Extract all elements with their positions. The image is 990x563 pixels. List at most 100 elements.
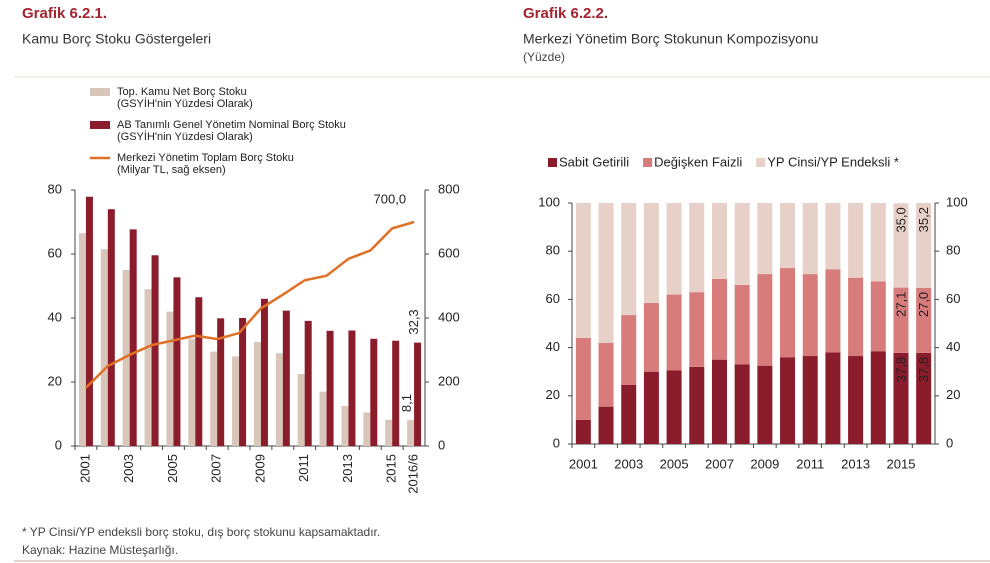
bar-segment xyxy=(734,203,750,285)
chart-label: Grafik 6.2.1. xyxy=(22,5,107,22)
y-tick-label: 0 xyxy=(55,437,62,452)
chart-subtitle: (Yüzde) xyxy=(523,50,565,64)
bar xyxy=(144,289,152,446)
legend-swatch xyxy=(756,158,766,167)
bar-segment xyxy=(598,342,614,407)
bar xyxy=(232,356,240,446)
y-tick-label: 60 xyxy=(48,245,62,260)
bar xyxy=(151,255,159,446)
y2-tick-label: 800 xyxy=(438,181,460,196)
y-tick-label: 40 xyxy=(48,309,62,324)
x-tick-label: 2015 xyxy=(384,454,399,483)
line xyxy=(85,220,415,389)
footnote: Kaynak: Hazine Müsteşarlığı. xyxy=(22,543,178,557)
bar-segment xyxy=(870,203,886,282)
y2-tick-label: 0 xyxy=(438,437,445,452)
bar-segment xyxy=(802,274,818,357)
data-label: 27,1 xyxy=(893,292,908,317)
y-tick-label: 20 xyxy=(546,387,560,402)
bar xyxy=(363,412,371,446)
bar-segment xyxy=(598,203,614,343)
data-label: 37,8 xyxy=(916,357,931,382)
y2-tick-label: 100 xyxy=(946,194,968,209)
bar xyxy=(166,311,174,446)
bar-segment xyxy=(643,203,659,304)
bar xyxy=(107,209,115,446)
bar-segment xyxy=(825,352,841,444)
bar-segment xyxy=(825,269,841,353)
legend-label: Merkezi Yönetim Toplam Borç Stoku (Milyar… xyxy=(117,152,294,176)
bar-segment xyxy=(734,364,750,444)
bar-segment xyxy=(666,294,682,371)
data-label: 8,1 xyxy=(399,394,414,412)
bar-segment xyxy=(757,203,773,275)
y2-tick-label: 60 xyxy=(946,291,960,306)
bar-segment xyxy=(711,203,727,279)
bar-segment xyxy=(666,203,682,295)
x-tick-label: 2009 xyxy=(252,454,267,483)
x-tick-label: 2003 xyxy=(614,456,643,471)
y-tick-label: 80 xyxy=(48,181,62,196)
data-label: 35,0 xyxy=(893,207,908,232)
bar xyxy=(326,330,334,446)
bar xyxy=(173,277,181,446)
bar-segment xyxy=(916,352,932,444)
bar xyxy=(188,338,196,446)
bar xyxy=(348,330,356,446)
x-tick-label: 2015 xyxy=(887,456,916,471)
bar xyxy=(217,318,225,446)
data-label: 27,0 xyxy=(916,292,931,317)
data-label: 700,0 xyxy=(374,191,407,206)
y-tick-label: 40 xyxy=(546,339,560,354)
y-tick-label: 100 xyxy=(538,194,560,209)
bar-segment xyxy=(621,203,637,316)
y2-tick-label: 20 xyxy=(946,387,960,402)
legend-label: Sabit Getirili xyxy=(559,154,629,169)
y-tick-label: 80 xyxy=(546,243,560,258)
bar xyxy=(304,320,312,446)
bar xyxy=(85,196,93,446)
y2-tick-label: 40 xyxy=(946,339,960,354)
bar-segment xyxy=(825,203,841,270)
x-tick-label: 2001 xyxy=(569,456,598,471)
bar xyxy=(370,338,378,446)
bar xyxy=(282,310,290,446)
x-tick-label: 2013 xyxy=(841,456,870,471)
bar-segment xyxy=(711,359,727,444)
bar xyxy=(407,420,415,446)
bar-segment xyxy=(621,384,637,444)
bar-segment xyxy=(893,352,909,444)
bar-segment xyxy=(643,371,659,444)
legend-swatch xyxy=(548,158,557,167)
bar xyxy=(100,249,108,446)
data-label: 32,3 xyxy=(406,309,421,334)
bar xyxy=(239,318,247,446)
y-tick-label: 20 xyxy=(48,373,62,388)
bar xyxy=(319,391,327,446)
bar-segment xyxy=(802,356,818,444)
bar-segment xyxy=(893,287,909,353)
bar-segment xyxy=(757,365,773,444)
bar xyxy=(260,298,268,446)
bar-segment xyxy=(780,268,796,358)
bar xyxy=(414,342,422,446)
bar-segment xyxy=(575,419,591,444)
y2-tick-label: 600 xyxy=(438,245,460,260)
x-tick-label: 2003 xyxy=(121,454,136,483)
chart-title: Kamu Borç Stoku Göstergeleri xyxy=(22,31,211,47)
bar xyxy=(210,351,218,446)
bar-segment xyxy=(916,203,932,288)
y2-tick-label: 0 xyxy=(946,435,953,450)
x-tick-label: 2009 xyxy=(750,456,779,471)
bar-segment xyxy=(689,203,705,293)
legend-label: AB Tanımlı Genel Yönetim Nominal Borç St… xyxy=(117,119,346,143)
bar xyxy=(275,353,283,446)
bar-segment xyxy=(780,203,796,269)
bar-segment xyxy=(575,203,591,338)
footnote: * YP Cinsi/YP endeksli borç stoku, dış b… xyxy=(22,525,380,539)
x-tick-label: 2007 xyxy=(209,454,224,483)
bar-segment xyxy=(916,287,932,353)
bar xyxy=(195,297,203,446)
bar-segment xyxy=(802,203,818,275)
bar-segment xyxy=(734,284,750,365)
